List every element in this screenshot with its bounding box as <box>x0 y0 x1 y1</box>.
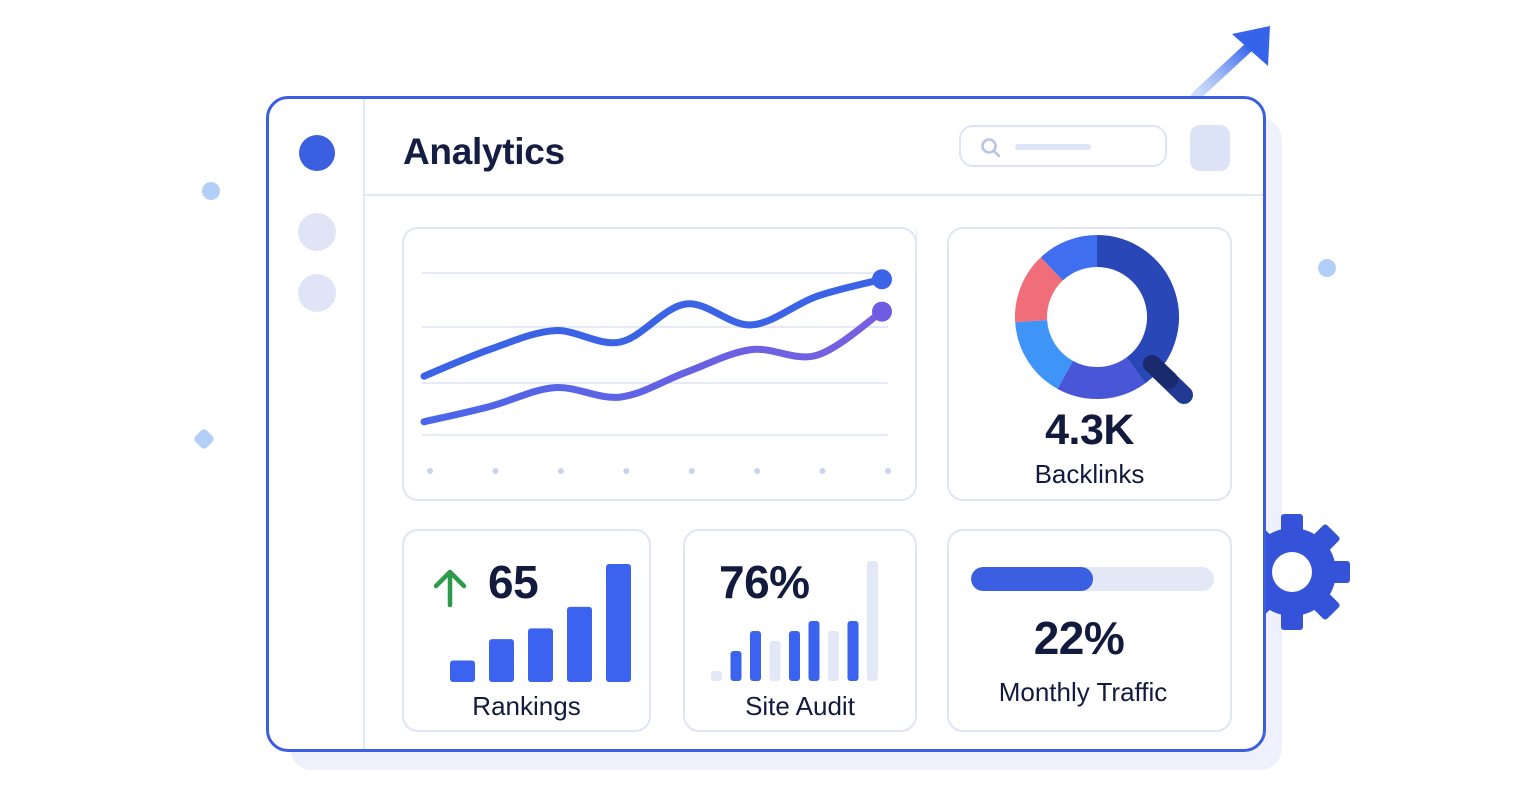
site-audit-bar <box>730 651 742 681</box>
decor-dot <box>202 182 220 200</box>
rankings-bar-chart <box>450 564 631 682</box>
series-line-1 <box>420 275 886 380</box>
backlinks-label: Backlinks <box>1034 459 1145 489</box>
sidebar-item[interactable] <box>298 213 336 251</box>
backlinks-value: 4.3K <box>1045 406 1134 454</box>
series-endpoint-1 <box>872 269 892 290</box>
monthly-traffic-value: 22% <box>1033 612 1125 664</box>
donut-slice <box>1015 319 1074 389</box>
arrow-up-right-icon <box>1191 26 1270 101</box>
header-divider <box>365 194 1263 196</box>
x-tick-dot <box>754 468 761 474</box>
x-tick-dot <box>492 468 499 474</box>
sidebar-item-active[interactable] <box>299 135 335 171</box>
traffic-progress-track <box>971 567 1214 591</box>
x-tick-dot <box>819 468 826 474</box>
rankings-bar <box>489 639 514 682</box>
x-tick-dot <box>427 468 433 474</box>
search-icon <box>981 138 1001 158</box>
site-audit-bar <box>867 561 878 681</box>
site-audit-bar <box>808 621 820 681</box>
donut-slice <box>1057 357 1146 399</box>
arrow-up-icon <box>433 569 467 608</box>
series-line-2 <box>420 308 886 426</box>
analytics-window: Analytics 4.3K Backlinks 65 Rankings 76%… <box>266 96 1266 752</box>
series-endpoint-2 <box>872 301 892 322</box>
site-audit-value: 76% <box>719 556 810 608</box>
sidebar-item[interactable] <box>298 274 336 312</box>
rankings-label: Rankings <box>472 691 581 721</box>
line-chart <box>420 229 917 474</box>
x-tick-dot <box>885 468 891 474</box>
donut-slice <box>1096 235 1179 384</box>
donut-slice <box>1015 257 1064 323</box>
rankings-bar <box>567 606 592 682</box>
rankings-value: 65 <box>488 556 539 608</box>
traffic-progress-fill <box>971 567 1093 591</box>
site-audit-card: 76% Site Audit <box>683 529 917 732</box>
site-audit-bar <box>769 641 781 681</box>
monthly-traffic-card: 22% Monthly Traffic <box>947 529 1232 732</box>
site-audit-bar <box>847 621 859 681</box>
x-tick-dot <box>623 468 630 474</box>
decor-dot <box>192 427 216 451</box>
site-audit-bar <box>828 631 839 681</box>
donut-slice <box>1040 235 1098 282</box>
site-audit-label: Site Audit <box>745 691 855 721</box>
site-audit-bar <box>750 631 761 681</box>
sidebar-divider <box>363 99 365 749</box>
decor-dot <box>1318 259 1336 277</box>
site-audit-bar <box>711 671 722 681</box>
rankings-card: 65 Rankings <box>402 529 651 732</box>
menu-button[interactable] <box>1190 125 1230 171</box>
rankings-bar <box>528 628 553 682</box>
search-placeholder-bar <box>1015 144 1091 150</box>
backlinks-card: 4.3K Backlinks <box>947 227 1232 501</box>
site-audit-bar <box>789 631 800 681</box>
search-input[interactable] <box>959 125 1167 167</box>
magnifier-icon <box>1143 355 1193 404</box>
page-title: Analytics <box>403 131 565 172</box>
monthly-traffic-label: Monthly Traffic <box>998 677 1168 707</box>
site-audit-bar-chart <box>711 561 878 681</box>
rankings-bar <box>450 660 475 682</box>
traffic-line-chart-card <box>402 227 917 501</box>
rankings-bar <box>606 564 631 682</box>
x-tick-dot <box>688 468 695 474</box>
x-tick-dot <box>557 468 564 474</box>
backlinks-donut-chart <box>1015 235 1193 404</box>
